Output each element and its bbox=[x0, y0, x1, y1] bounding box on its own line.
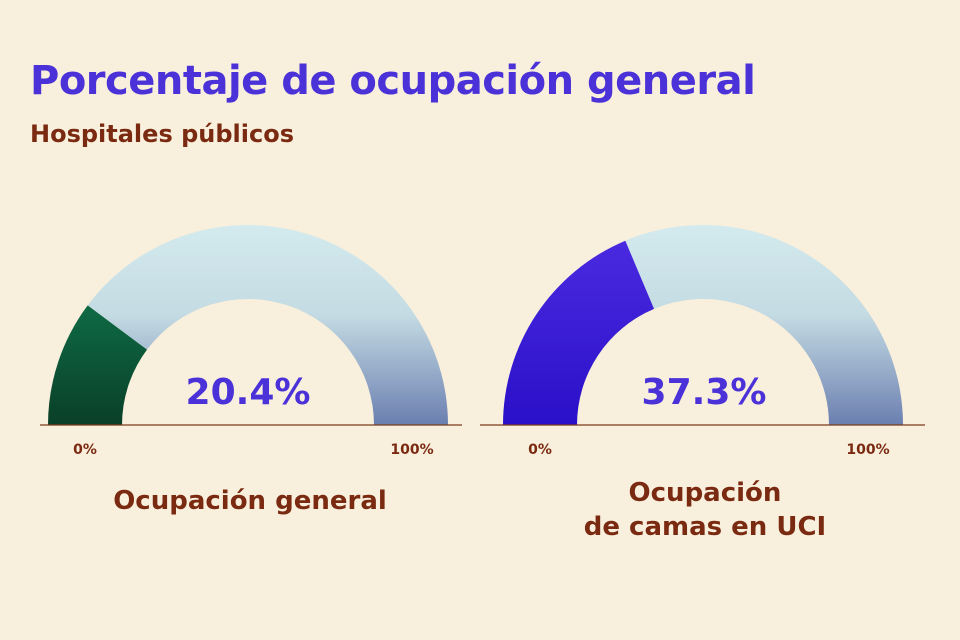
gauge-ocupacion-general: 20.4% 0% 100% bbox=[40, 224, 462, 458]
gauge-1-track bbox=[87, 224, 449, 425]
gauge-2-value: 37.3% bbox=[642, 372, 767, 413]
gauge-2-fill bbox=[503, 240, 655, 425]
gauge-1-label: Ocupación general bbox=[113, 486, 387, 516]
gauge-ocupacion-uci: 37.3% 0% 100% bbox=[480, 225, 925, 458]
gauge-1-fill bbox=[48, 305, 148, 425]
gauge-2-max-label: 100% bbox=[846, 442, 889, 458]
gauge-1-value: 20.4% bbox=[186, 372, 311, 413]
gauge-2-label-line-2: de camas en UCI bbox=[583, 512, 827, 542]
chart-title: Porcentaje de ocupación general bbox=[30, 58, 756, 104]
gauge-2-track bbox=[625, 225, 903, 425]
chart-subtitle: Hospitales públicos bbox=[30, 120, 294, 148]
gauge-2-label: Ocupación de camas en UCI bbox=[500, 476, 910, 544]
gauge-1-min-label: 0% bbox=[73, 442, 97, 458]
gauge-2-min-label: 0% bbox=[528, 442, 552, 458]
gauge-2-label-line-1: Ocupación bbox=[628, 478, 782, 508]
gauge-1-max-label: 100% bbox=[390, 442, 433, 458]
